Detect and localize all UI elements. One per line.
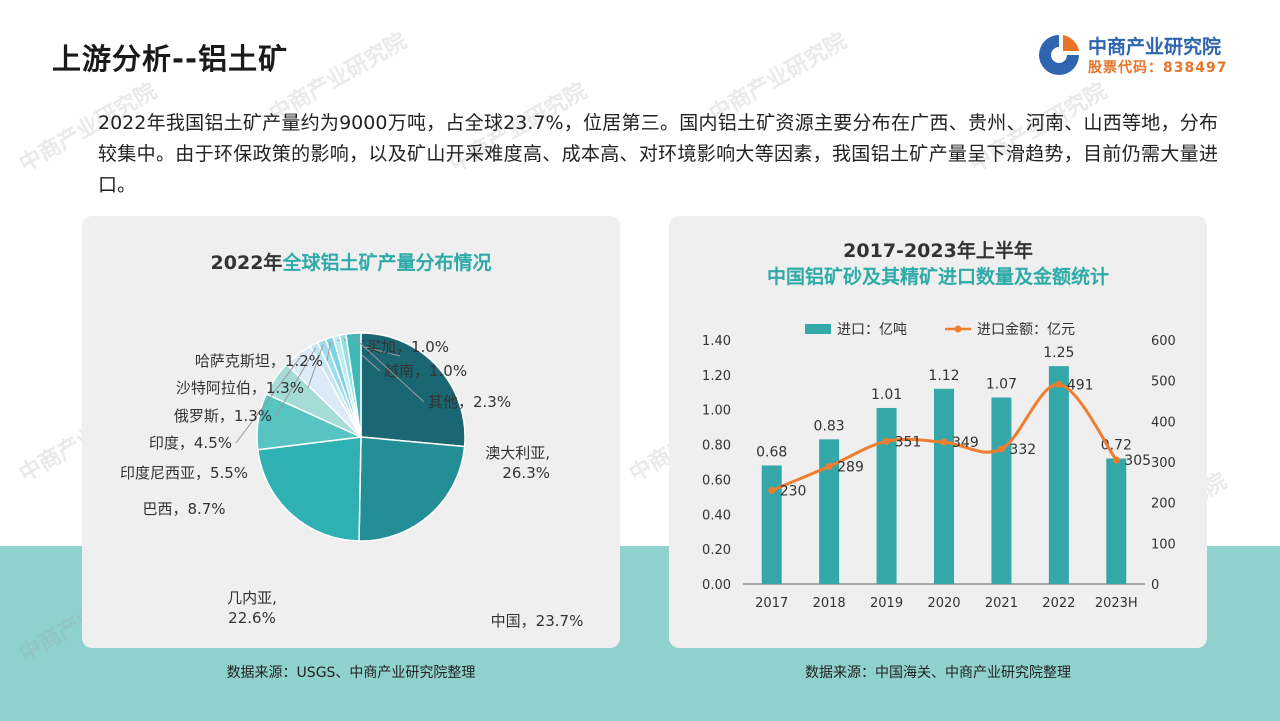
pie-leader-line-11: [353, 336, 425, 403]
y-left-tick-label: 0.00: [702, 578, 731, 593]
combo-title-line2: 中国铝矿砂及其精矿进口数量及金额统计: [669, 262, 1207, 289]
line-point-2019: [883, 437, 891, 445]
y-left-tick-label: 1.20: [702, 369, 731, 384]
pie-title-main: 全球铝土矿产量分布情况: [282, 252, 492, 274]
pie-label-1: 中国，23.7%: [491, 612, 584, 630]
pie-label-0: 澳大利亚, 26.3%: [485, 444, 550, 482]
bar-2018: [819, 439, 840, 584]
y-right-tick-label: 100: [1151, 537, 1176, 552]
bar-label-2021: 1.07: [986, 377, 1017, 393]
page-title-prefix: 上游分析--: [52, 42, 199, 76]
pie-chart: 澳大利亚, 26.3% 中国，23.7% 几内亚, 22.6% 巴西，8.7% 印度尼西亚，…: [120, 332, 584, 630]
y-left-tick-label: 0.20: [702, 543, 731, 558]
y-left-tick-label: 0.60: [702, 473, 731, 488]
logo-stock-code: 股票代码：838497: [1088, 60, 1228, 76]
y-left-tick-label: 0.80: [702, 439, 731, 454]
pie-label-6: 俄罗斯，1.3%: [174, 407, 272, 425]
bar-label-2019: 1.01: [871, 387, 902, 403]
pie-leader-line-8: [326, 341, 331, 362]
pie-slice-1: [358, 436, 466, 542]
pie-slice-0: [360, 332, 466, 448]
pie-label-4: 印度尼西亚，5.5%: [120, 464, 248, 482]
line-label-2023H: 305: [1124, 453, 1151, 469]
pie-chart-title: 2022年全球铝土矿产量分布情况: [82, 248, 620, 275]
y-right-tick-label: 600: [1151, 334, 1176, 349]
pie-source-note: 数据来源：USGS、中商产业研究院整理: [226, 665, 476, 681]
bar-2020: [934, 388, 954, 584]
pie-label-10: 越南，1.0%: [384, 362, 467, 380]
line-point-2017: [768, 486, 776, 494]
line-label-2020: 349: [952, 435, 979, 451]
y-left-tick-label: 1.40: [702, 334, 731, 349]
line-label-2017: 230: [780, 483, 807, 499]
y-right-tick-label: 400: [1151, 415, 1176, 430]
line-label-2022: 491: [1067, 377, 1094, 393]
combo-source-note: 数据来源：中国海关、中商产业研究院整理: [805, 665, 1071, 681]
pie-leader-line-6: [275, 347, 317, 417]
line-label-2021: 332: [1009, 442, 1036, 458]
bar-label-2018: 0.83: [814, 418, 845, 434]
combo-chart: 进口：亿吨 进口金额：亿元 0.00 0.20 0.40 0.60 0.80 1.00 1.20…: [702, 322, 1176, 611]
bar-label-2017: 0.68: [756, 444, 787, 460]
bar-label-2022: 1.25: [1043, 345, 1074, 361]
pie-leader-line-7: [307, 344, 324, 389]
pie-label-9: 牙买加，1.0%: [351, 338, 449, 356]
pie-label-11: 其他，2.3%: [428, 393, 511, 411]
line-point-2022: [1055, 380, 1063, 388]
y-right-tick-label: 0: [1151, 578, 1159, 593]
x-tick-label-2018: 2018: [813, 596, 846, 611]
y-right-tick-label: 200: [1151, 497, 1176, 512]
pie-label-7: 沙特阿拉伯，1.3%: [176, 379, 304, 397]
page-title: 上游分析--铝土矿: [52, 36, 288, 78]
bar-2023H: [1106, 458, 1127, 584]
pie-label-5: 印度，4.5%: [149, 434, 232, 452]
pie-label-8: 哈萨克斯坦，1.2%: [195, 352, 323, 370]
combo-chart-panel: 2017-2023年上半年 中国铝矿砂及其精矿进口数量及金额统计 进口：亿吨 进口…: [669, 216, 1207, 648]
line-point-2021: [997, 445, 1005, 453]
logo-company-name: 中商产业研究院: [1088, 36, 1222, 58]
bar-2017: [761, 465, 782, 584]
y-left-tick-label: 0.40: [702, 508, 731, 523]
line-label-2019: 351: [895, 434, 922, 450]
bar-2021: [991, 397, 1012, 584]
y-left-tick-label: 1.00: [702, 404, 731, 419]
x-tick-label-2021: 2021: [985, 596, 1018, 611]
legend-bar-swatch: [805, 324, 831, 334]
intro-paragraph: 2022年我国铝土矿产量约为9000万吨，占全球23.7%，位居第三。国内铝土矿…: [98, 112, 1218, 196]
company-logo: 中商产业研究院 股票代码：838497: [1036, 30, 1256, 80]
line-point-2023H: [1112, 456, 1120, 464]
line-point-2020: [940, 438, 948, 446]
pie-leader-line-5: [235, 357, 301, 444]
pie-label-2: 几内亚, 22.6%: [227, 589, 277, 627]
line-label-2018: 289: [837, 459, 864, 475]
pie-slice-2: [256, 436, 362, 542]
legend-line-marker: [954, 325, 962, 333]
pie-chart-panel: 2022年全球铝土矿产量分布情况 澳大利亚, 26.3% 中国，23.7% 几内亚, 2…: [82, 216, 620, 648]
x-tick-label-2023H: 2023H: [1095, 596, 1138, 611]
x-tick-label-2020: 2020: [927, 596, 960, 611]
legend-line-label: 进口金额：亿元: [977, 322, 1075, 338]
pie-title-year: 2022年: [210, 252, 283, 274]
logo-mark-icon: [1039, 35, 1079, 75]
pie-slice-11: [345, 332, 362, 438]
line-point-2018: [825, 462, 833, 470]
bar-label-2020: 1.12: [928, 368, 959, 384]
bar-2019: [876, 407, 897, 584]
x-tick-label-2017: 2017: [755, 596, 788, 611]
y-right-tick-label: 300: [1151, 456, 1176, 471]
bar-2022: [1048, 366, 1069, 584]
legend-bar-label: 进口：亿吨: [837, 322, 907, 338]
combo-title-years: 2017-2023年上半年: [843, 240, 1033, 262]
page-title-highlight: 铝土矿: [198, 42, 289, 76]
x-tick-label-2022: 2022: [1042, 596, 1075, 611]
y-right-tick-label: 500: [1151, 375, 1176, 390]
pie-label-3: 巴西，8.7%: [142, 500, 225, 518]
x-tick-label-2019: 2019: [870, 596, 903, 611]
combo-title-main: 中国铝矿砂及其精矿进口数量及金额统计: [766, 266, 1109, 288]
combo-title-line1: 2017-2023年上半年: [669, 236, 1207, 263]
